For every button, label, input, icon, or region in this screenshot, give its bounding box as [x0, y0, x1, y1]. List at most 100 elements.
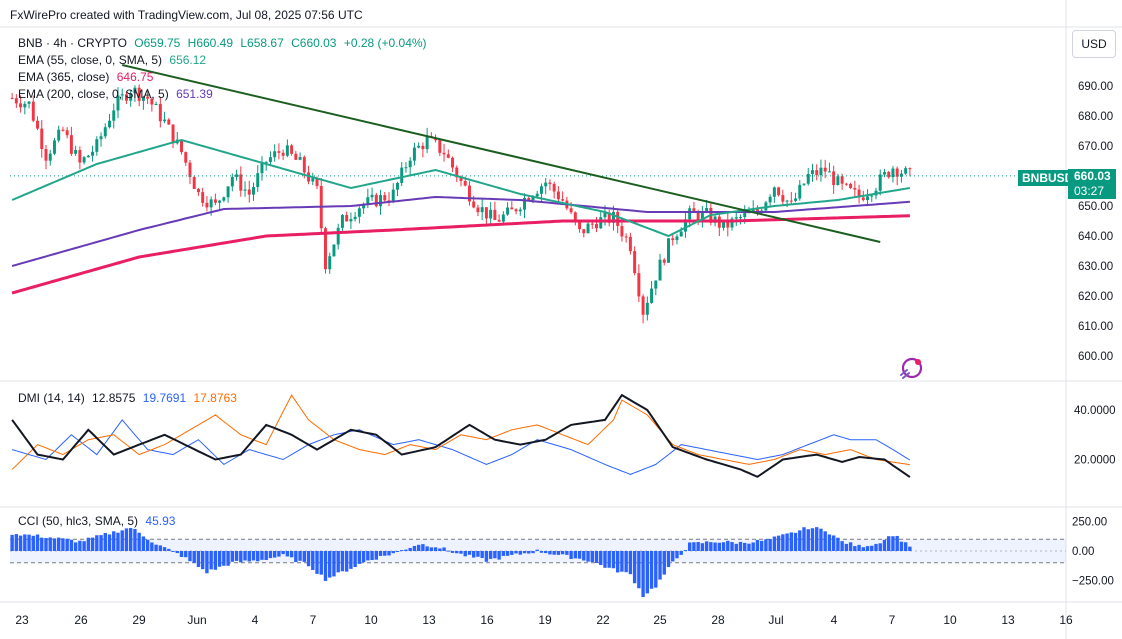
candle-body: [806, 173, 810, 184]
candle: [819, 159, 823, 182]
candle: [281, 149, 285, 160]
cci-bar: [349, 551, 353, 569]
candle: [421, 142, 425, 158]
cci-bar: [472, 551, 476, 558]
legend-close: C660.03: [291, 36, 337, 50]
candle: [116, 87, 120, 119]
cci-bar: [658, 551, 662, 580]
candle: [501, 211, 505, 225]
cci-bar: [323, 551, 328, 581]
candle: [91, 145, 95, 162]
price-tick-label: 650.00: [1078, 201, 1113, 213]
cci-bar: [200, 551, 205, 570]
cci-bar: [637, 551, 641, 589]
cci-bar: [391, 551, 395, 554]
cci-bar: [429, 547, 434, 551]
cci-bar: [493, 551, 497, 559]
candle-body: [95, 139, 99, 152]
symbol-tag: BNBUSD: [1018, 170, 1078, 186]
cci-bar: [704, 541, 709, 551]
cci-bar: [764, 539, 768, 551]
candle: [692, 201, 696, 213]
cci-bar: [802, 527, 806, 551]
cci-bar: [90, 537, 95, 551]
candle: [290, 143, 294, 156]
dmi-pane[interactable]: [11, 393, 911, 478]
candle-body: [535, 193, 539, 197]
candle-body: [362, 204, 366, 209]
candle: [120, 88, 124, 101]
candle: [256, 164, 260, 192]
cci-bar: [798, 530, 802, 551]
cci-bar: [501, 551, 506, 556]
candle: [27, 100, 31, 109]
candle: [789, 192, 793, 205]
legend-cci-label: CCI (50, hlc3, SMA, 5): [18, 514, 139, 528]
cci-bar: [209, 551, 213, 570]
candle: [260, 156, 264, 181]
cci-bar: [336, 551, 340, 573]
candle: [19, 95, 23, 113]
time-tick-label: 13: [1001, 613, 1015, 627]
candle: [899, 170, 903, 183]
candle: [294, 151, 298, 161]
cci-bar: [603, 551, 607, 568]
candle-body: [794, 198, 798, 201]
cci-bar: [192, 551, 196, 563]
cci-bar: [179, 551, 184, 557]
cci-pane[interactable]: [10, 527, 1066, 597]
cci-bar: [328, 551, 332, 578]
candle: [556, 185, 560, 204]
cci-bar: [387, 551, 391, 556]
candle-body: [493, 209, 497, 220]
cci-bar: [332, 551, 336, 577]
candle: [52, 137, 56, 156]
candle: [218, 199, 222, 211]
price-pane[interactable]: [10, 64, 1066, 324]
candle: [493, 201, 497, 221]
candle-body: [146, 96, 150, 99]
candle: [129, 89, 133, 107]
cci-bar: [298, 551, 302, 561]
candle: [408, 157, 412, 175]
cci-bar: [522, 551, 527, 554]
cci-bar: [865, 546, 870, 551]
price-tick-label: 600.00: [1078, 351, 1113, 363]
candle: [510, 201, 514, 210]
price-tick-label: 610.00: [1078, 321, 1113, 333]
candle: [891, 166, 895, 183]
candle-body: [861, 197, 865, 201]
candle: [74, 145, 78, 156]
legend-dmi-plus: 19.7691: [142, 391, 187, 405]
cci-bar: [831, 535, 836, 551]
candle-body: [74, 149, 78, 154]
cci-bar: [569, 551, 573, 560]
candle: [332, 244, 336, 257]
candle: [675, 234, 679, 245]
candle: [222, 196, 226, 203]
cci-bar: [35, 534, 40, 551]
legend-open: O659.75: [134, 36, 181, 50]
candle-body: [789, 200, 793, 202]
candle-body: [116, 95, 120, 111]
candle-body: [700, 211, 704, 221]
cci-bar: [285, 551, 290, 557]
tradingview-logo-icon[interactable]: [898, 355, 924, 381]
candle: [658, 253, 662, 281]
cci-bar: [645, 551, 650, 594]
candle: [239, 166, 243, 197]
cci-bar: [412, 545, 417, 551]
candle: [167, 118, 171, 125]
candle: [65, 127, 69, 139]
candle-body: [235, 174, 239, 177]
time-tick-label: 7: [889, 613, 896, 627]
candle-body: [451, 157, 455, 168]
currency-button[interactable]: USD: [1072, 30, 1116, 58]
candle-body: [332, 244, 336, 257]
cci-bar: [641, 551, 645, 597]
cci-bar: [107, 534, 112, 551]
candle: [298, 152, 302, 161]
cci-bar: [870, 545, 874, 551]
